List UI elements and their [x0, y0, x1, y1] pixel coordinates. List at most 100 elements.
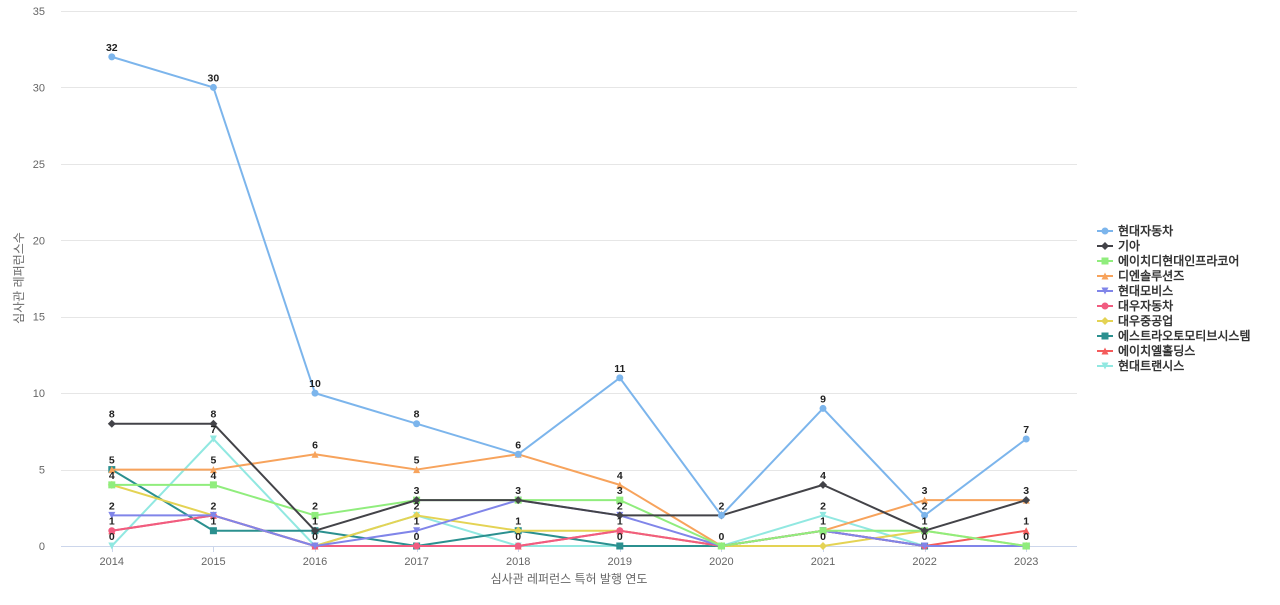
- y-tick-label: 35: [33, 6, 45, 18]
- series-5: [108, 496, 1030, 550]
- data-label: 3: [922, 485, 928, 497]
- data-point: [717, 511, 725, 519]
- legend-label: 현대자동차: [1118, 223, 1173, 238]
- legend-item[interactable]: 현대트랜시스: [1097, 358, 1184, 373]
- data-point: [514, 496, 523, 505]
- series-1: [108, 53, 1030, 519]
- data-point: [209, 466, 217, 474]
- legend-item[interactable]: 에이치엘홀딩스: [1097, 343, 1195, 358]
- legend-label: 대우중공업: [1118, 314, 1173, 328]
- x-tick-label: 2017: [404, 556, 428, 568]
- data-label: 10: [309, 378, 321, 390]
- data-label: 3: [515, 485, 521, 497]
- y-tick-label: 15: [33, 312, 45, 324]
- legend-item[interactable]: 대우자동차: [1097, 298, 1173, 313]
- data-point: [108, 542, 116, 550]
- x-tick-label: 2022: [912, 556, 936, 568]
- legend-symbol: [1101, 242, 1109, 250]
- series-line: [110, 483, 1028, 547]
- data-label: 1: [109, 516, 115, 528]
- data-point: [311, 450, 319, 458]
- legend-label: 기아: [1118, 238, 1140, 253]
- data-label: 4: [820, 470, 826, 482]
- legend-symbol: [1101, 287, 1109, 295]
- data-point: [413, 542, 421, 550]
- data-label: 4: [109, 470, 115, 482]
- data-point: [819, 404, 827, 412]
- legend-item[interactable]: 에스트라오토모티브시스템: [1097, 328, 1250, 343]
- data-label: 5: [109, 455, 115, 467]
- data-point: [209, 435, 217, 443]
- legend-label: 현대모비스: [1118, 283, 1173, 298]
- data-point: [921, 511, 929, 519]
- data-label: 3: [414, 485, 420, 497]
- data-point: [819, 542, 827, 550]
- data-point: [209, 527, 217, 535]
- data-label: 8: [109, 409, 115, 421]
- y-tick-label: 10: [33, 388, 45, 400]
- data-label: 30: [208, 72, 220, 84]
- data-label: 1: [312, 516, 318, 528]
- series-line: [110, 55, 1028, 517]
- data-label: 0: [109, 531, 115, 543]
- data-label: 1: [820, 516, 826, 528]
- series-10: [108, 435, 1030, 550]
- data-label: 11: [614, 363, 625, 375]
- series-line: [110, 453, 1028, 547]
- series-line: [110, 422, 1028, 532]
- data-label: 6: [515, 439, 521, 451]
- data-label: 0: [617, 531, 623, 543]
- data-point: [311, 526, 319, 535]
- data-labels: 3285421030875421106210853210631011432102…: [106, 42, 1029, 543]
- data-point: [717, 542, 725, 550]
- legend-item[interactable]: 디엔솔루션즈: [1097, 268, 1184, 283]
- legend-item[interactable]: 현대모비스: [1097, 283, 1173, 298]
- legend-item[interactable]: 에이치디현대인프라코어: [1097, 253, 1239, 268]
- data-label: 0: [312, 531, 318, 543]
- data-label: 2: [312, 500, 318, 512]
- y-tick-label: 20: [33, 235, 45, 247]
- data-label: 1: [414, 516, 420, 528]
- series-layer: [107, 53, 1031, 550]
- series-2: [107, 419, 1031, 535]
- data-point: [311, 389, 319, 397]
- data-label: 1: [210, 516, 216, 528]
- legend-symbol: [1101, 272, 1109, 280]
- legend-label: 현대트랜시스: [1118, 358, 1184, 373]
- data-label: 2: [718, 500, 724, 512]
- data-point: [209, 481, 217, 489]
- data-label: 2: [617, 500, 623, 512]
- data-point: [209, 83, 217, 91]
- legend-item[interactable]: 현대자동차: [1097, 223, 1173, 238]
- legend-item[interactable]: 기아: [1097, 238, 1140, 253]
- legend-item[interactable]: 대우중공업: [1097, 314, 1173, 328]
- data-label: 0: [414, 531, 420, 543]
- data-label: 9: [820, 393, 826, 405]
- data-point: [413, 466, 421, 474]
- x-tick-label: 2021: [811, 556, 835, 568]
- data-label: 8: [210, 409, 216, 421]
- data-point: [920, 526, 929, 535]
- y-tick-label: 25: [33, 159, 45, 171]
- data-label: 4: [210, 470, 216, 482]
- x-tick-label: 2018: [506, 556, 530, 568]
- y-axis-title: 심사관 레퍼런스수: [12, 232, 26, 324]
- data-point: [413, 527, 421, 535]
- data-label: 2: [414, 500, 420, 512]
- data-label: 0: [515, 531, 521, 543]
- data-point: [1022, 435, 1030, 443]
- data-point: [921, 542, 929, 550]
- legend: 현대자동차기아에이치디현대인프라코어디엔솔루션즈현대모비스대우자동차대우중공업에…: [1097, 223, 1250, 373]
- data-point: [108, 511, 116, 519]
- data-point: [412, 496, 421, 505]
- x-tick-label: 2015: [201, 556, 225, 568]
- data-label: 2: [922, 500, 928, 512]
- legend-symbol: [1101, 302, 1109, 310]
- data-label: 5: [210, 455, 216, 467]
- data-label: 0: [820, 531, 826, 543]
- data-point: [514, 542, 522, 550]
- x-axis-title: 심사관 레퍼런스 특허 발행 연도: [491, 571, 648, 586]
- data-label: 1: [922, 516, 928, 528]
- data-point: [209, 511, 217, 519]
